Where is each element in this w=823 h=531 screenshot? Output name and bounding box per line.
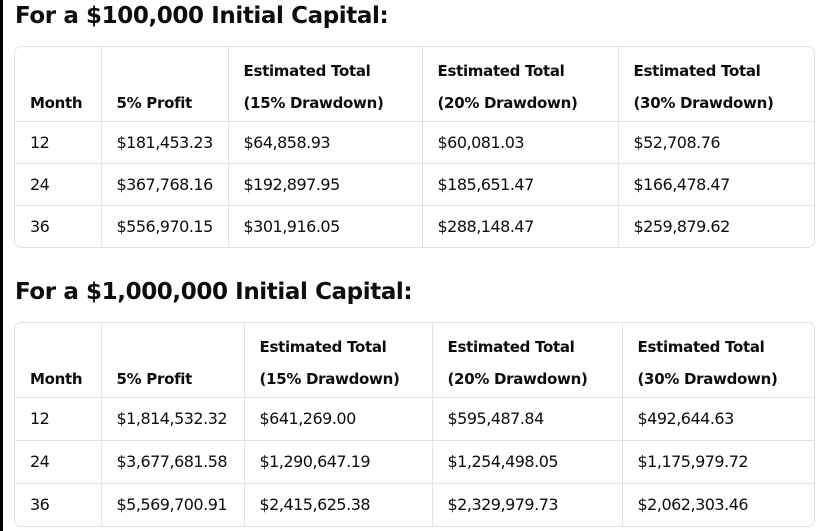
table-cell: 12 [15, 397, 102, 441]
table-cell: 36 [15, 483, 102, 526]
column-header-text: (20% Drawdown) [437, 93, 578, 112]
table-row: 12 $1,814,532.32 $641,269.00 $595,487.84 $49… [15, 397, 814, 441]
column-header-text: Estimated Total [447, 337, 575, 356]
table-cell: $64,858.93 [228, 121, 423, 164]
table-cell: $2,062,303.46 [637, 495, 749, 515]
column-header: Month [15, 323, 102, 398]
table-cell: 36 [15, 205, 102, 247]
table-cell: $1,175,979.72 [622, 440, 814, 484]
column-header-text: Estimated Total [259, 337, 387, 356]
table-cell: $166,478.47 [618, 163, 814, 206]
section-title-100k: For a $100,000 Initial Capital: [15, 3, 389, 29]
table-cell: $181,453.23 [101, 121, 229, 164]
table-cell: $60,081.03 [422, 121, 619, 164]
table-cell: $1,290,647.19 [244, 440, 433, 484]
column-header: Estimated Total (15% Drawdown) [228, 47, 423, 122]
table-cell: $595,487.84 [432, 397, 623, 441]
column-header-text: (30% Drawdown) [637, 369, 778, 388]
table-cell: $5,569,700.91 [101, 483, 245, 526]
table-header-row: Month 5% Profit Estimated Total (15% Drawdo… [15, 323, 814, 398]
table-cell: $192,897.95 [228, 163, 423, 206]
column-header-text: (15% Drawdown) [259, 369, 400, 388]
table-row: 24 $367,768.16 $192,897.95 $185,651.47 $166,… [15, 163, 814, 206]
table-row: 24 $3,677,681.58 $1,290,647.19 $1,254,498.0… [15, 440, 814, 484]
column-header-text: 5% Profit [116, 369, 193, 388]
column-header: Estimated Total (20% Drawdown) [432, 323, 623, 398]
table-cell: $367,768.16 [101, 163, 229, 206]
table-cell: $2,415,625.38 [244, 483, 433, 526]
table-cell: $1,814,532.32 [101, 397, 245, 441]
table-cell: $2,329,979.73 [432, 483, 623, 526]
table-cell: $259,879.62 [633, 216, 731, 236]
column-header: Estimated Total (30% Drawdown) [618, 47, 814, 122]
column-header-text: (20% Drawdown) [447, 369, 588, 388]
table-cell: $3,677,681.58 [101, 440, 245, 484]
column-header-text: Month [30, 93, 83, 112]
table-cell: $288,148.47 [422, 205, 619, 247]
table-cell: $641,269.00 [244, 397, 433, 441]
table-cell: $492,644.63 [622, 397, 814, 441]
column-header-text: Estimated Total [637, 337, 765, 356]
column-header-text: 5% Profit [116, 93, 193, 112]
table-cell: $556,970.15 [101, 205, 229, 247]
column-header-text: Estimated Total [243, 61, 371, 80]
section-title-1m: For a $1,000,000 Initial Capital: [15, 279, 413, 305]
column-header-text: (30% Drawdown) [633, 93, 774, 112]
column-header: Estimated Total (15% Drawdown) [244, 323, 433, 398]
table-100k: Month 5% Profit Estimated Total (15% Drawdo… [14, 46, 815, 248]
table-row: 36 $5,569,700.91 $2,415,625.38 $2,329,979.7… [15, 483, 814, 526]
column-header-text: (15% Drawdown) [243, 93, 384, 112]
table-cell: 24 [15, 163, 102, 206]
table-1m: Month 5% Profit Estimated Total (15% Drawdo… [14, 322, 815, 527]
table-header-row: Month 5% Profit Estimated Total (15% Drawdo… [15, 47, 814, 122]
table-cell: $52,708.76 [618, 121, 814, 164]
column-header: Estimated Total (30% Drawdown) [622, 323, 814, 398]
table-cell: 12 [15, 121, 102, 164]
column-header: 5% Profit [101, 323, 245, 398]
table-row: 36 $556,970.15 $301,916.05 $288,148.47 $259,… [15, 205, 814, 247]
column-header: Month [15, 47, 102, 122]
table-cell: $301,916.05 [228, 205, 423, 247]
page-left-edge [0, 0, 3, 531]
table-row: 12 $181,453.23 $64,858.93 $60,081.03 $52,708… [15, 121, 814, 164]
column-header-text: Estimated Total [437, 61, 565, 80]
table-cell: $185,651.47 [422, 163, 619, 206]
column-header: 5% Profit [101, 47, 229, 122]
table-cell: $1,254,498.05 [432, 440, 623, 484]
table-cell: 24 [15, 440, 102, 484]
column-header-text: Estimated Total [633, 61, 761, 80]
column-header-text: Month [30, 369, 83, 388]
column-header: Estimated Total (20% Drawdown) [422, 47, 619, 122]
